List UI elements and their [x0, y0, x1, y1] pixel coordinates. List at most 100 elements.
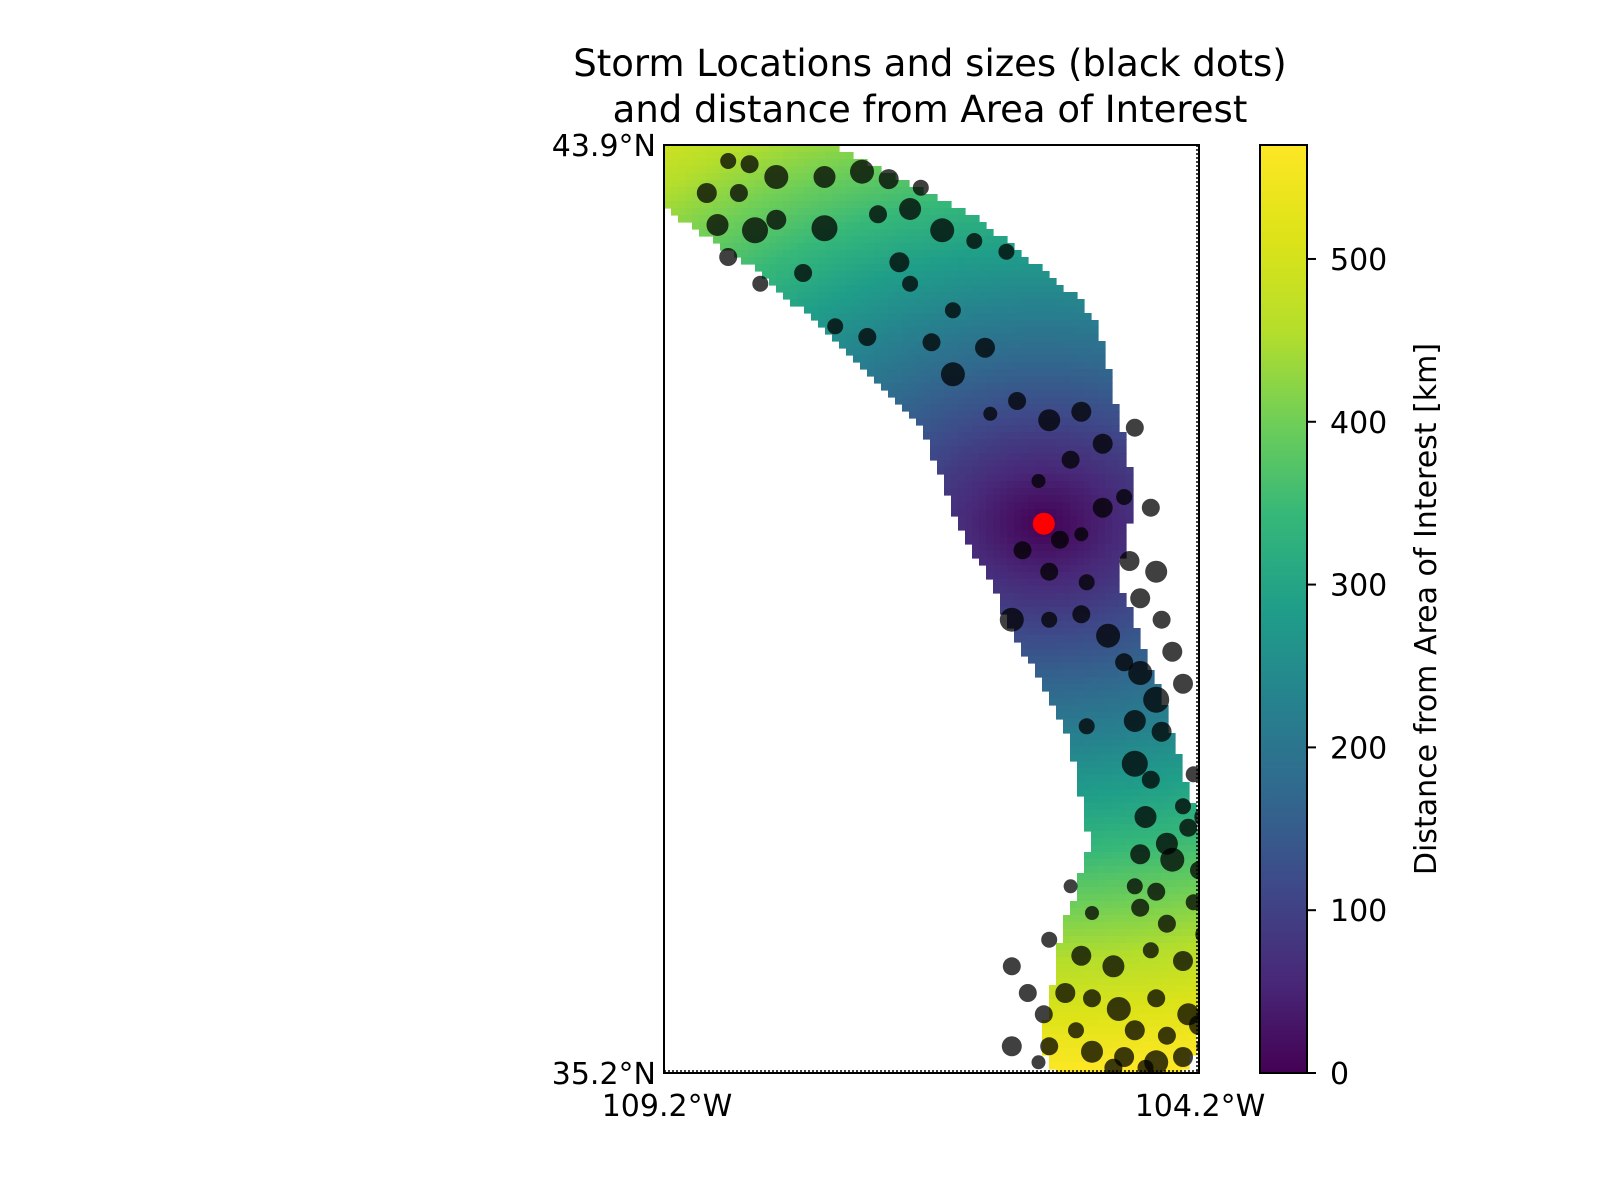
distance-cell	[1112, 1041, 1120, 1049]
storm-marker	[740, 155, 759, 174]
distance-cell	[895, 348, 903, 356]
distance-cell	[951, 236, 959, 244]
x-tick-label-right: 104.2°W	[1135, 1089, 1266, 1124]
distance-cell	[1014, 348, 1022, 356]
distance-cell	[895, 390, 903, 398]
distance-cell	[979, 523, 987, 531]
distance-cell	[1014, 572, 1022, 580]
distance-cell	[1070, 509, 1078, 517]
distance-cell	[818, 194, 826, 202]
distance-cell	[692, 166, 700, 174]
distance-cell	[1014, 327, 1022, 335]
storm-marker	[719, 248, 738, 266]
distance-cell	[727, 243, 735, 251]
distance-cell	[993, 285, 1001, 293]
distance-cell	[909, 355, 917, 363]
distance-cell	[1126, 873, 1134, 881]
distance-cell	[797, 250, 805, 258]
distance-cell	[1000, 516, 1008, 524]
distance-cell	[1056, 411, 1064, 419]
distance-cell	[986, 257, 994, 265]
distance-cell	[916, 222, 924, 230]
distance-cell	[965, 411, 973, 419]
distance-cell	[839, 341, 847, 349]
distance-cell	[902, 180, 910, 188]
distance-cell	[958, 320, 966, 328]
distance-cell	[1140, 999, 1148, 1007]
distance-cell	[895, 306, 903, 314]
distance-cell	[1112, 544, 1120, 552]
distance-cell	[1168, 887, 1176, 895]
distance-cell	[986, 537, 994, 545]
distance-cell	[1098, 796, 1106, 804]
distance-cell	[1112, 509, 1120, 517]
distance-cell	[1112, 614, 1120, 622]
distance-cell	[1126, 649, 1134, 657]
distance-cell	[986, 481, 994, 489]
distance-cell	[1119, 530, 1127, 538]
distance-cell	[993, 306, 1001, 314]
distance-cell	[1182, 894, 1190, 902]
distance-cell	[1112, 803, 1120, 811]
distance-cell	[664, 173, 672, 181]
distance-cell	[1161, 894, 1169, 902]
distance-cell	[769, 187, 777, 195]
distance-cell	[888, 292, 896, 300]
distance-cell	[1070, 418, 1078, 426]
distance-cell	[1021, 418, 1029, 426]
distance-cell	[923, 222, 931, 230]
distance-cell	[1182, 859, 1190, 867]
distance-cell	[1042, 663, 1050, 671]
distance-cell	[923, 250, 931, 258]
distance-cell	[944, 390, 952, 398]
distance-cell	[1049, 453, 1057, 461]
map-axes: 43.9°N 35.2°N 109.2°W 104.2°W	[552, 129, 1266, 1124]
distance-cell	[1049, 474, 1057, 482]
distance-cell	[678, 194, 686, 202]
distance-cell	[1014, 586, 1022, 594]
distance-cell	[1091, 390, 1099, 398]
distance-cell	[881, 341, 889, 349]
distance-cell	[1014, 264, 1022, 272]
distance-cell	[1161, 761, 1169, 769]
distance-cell	[895, 376, 903, 384]
distance-cell	[1007, 453, 1015, 461]
distance-cell	[1035, 341, 1043, 349]
distance-cell	[1154, 740, 1162, 748]
distance-cell	[1007, 411, 1015, 419]
distance-cell	[1161, 782, 1169, 790]
distance-cell	[1000, 593, 1008, 601]
distance-cell	[783, 222, 791, 230]
distance-cell	[860, 201, 868, 209]
distance-cell	[923, 383, 931, 391]
distance-cell	[1056, 628, 1064, 636]
distance-cell	[1091, 334, 1099, 342]
distance-cell	[1035, 320, 1043, 328]
distance-cell	[1091, 383, 1099, 391]
distance-cell	[867, 313, 875, 321]
distance-cell	[713, 201, 721, 209]
distance-cell	[1112, 733, 1120, 741]
distance-cell	[1077, 390, 1085, 398]
distance-cell	[860, 313, 868, 321]
distance-cell	[979, 390, 987, 398]
distance-cell	[1056, 369, 1064, 377]
distance-cell	[1098, 530, 1106, 538]
distance-cell	[902, 292, 910, 300]
distance-cell	[727, 208, 735, 216]
distance-cell	[1189, 964, 1197, 972]
distance-cell	[1098, 761, 1106, 769]
distance-cell	[1140, 733, 1148, 741]
distance-cell	[1063, 432, 1071, 440]
distance-cell	[993, 376, 1001, 384]
distance-cell	[818, 187, 826, 195]
distance-cell	[860, 194, 868, 202]
distance-cell	[958, 446, 966, 454]
distance-cell	[951, 271, 959, 279]
distance-cell	[979, 411, 987, 419]
distance-cell	[853, 355, 861, 363]
distance-cell	[1007, 586, 1015, 594]
distance-cell	[972, 348, 980, 356]
distance-cell	[1119, 712, 1127, 720]
distance-cell	[888, 229, 896, 237]
